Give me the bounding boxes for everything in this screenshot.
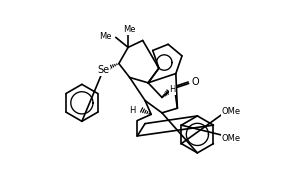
Text: Me: Me: [99, 32, 111, 41]
Text: OMe: OMe: [222, 107, 241, 116]
Text: Me: Me: [124, 25, 136, 34]
Text: Se: Se: [98, 65, 110, 75]
Text: O: O: [192, 77, 200, 87]
Text: H: H: [129, 106, 136, 115]
Text: H: H: [170, 85, 176, 94]
Text: OMe: OMe: [222, 134, 241, 143]
